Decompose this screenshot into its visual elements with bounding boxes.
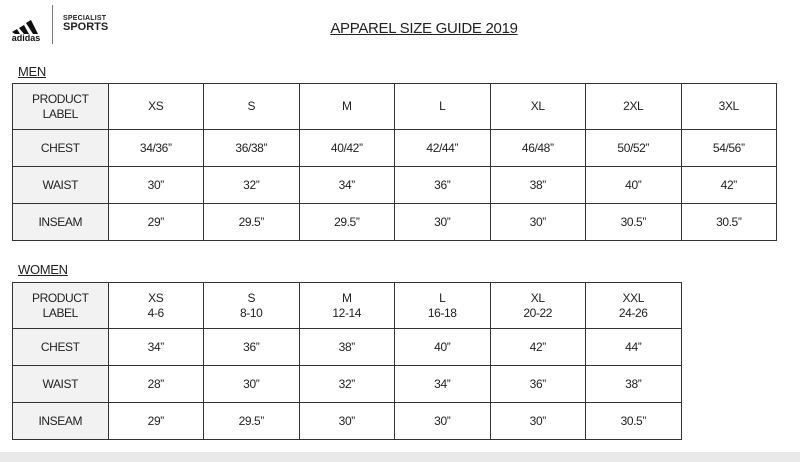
- footer-bar: [0, 452, 800, 462]
- table-row: INSEAM 29” 29.5” 29.5” 30” 30” 30.5” 30.5”: [12, 203, 777, 241]
- size-header-cell: M: [298, 83, 395, 130]
- table-cell: 36/38”: [203, 129, 300, 167]
- table-cell: 34/36”: [107, 129, 204, 167]
- table-cell: 34”: [107, 328, 204, 366]
- row-label-cell: INSEAM: [12, 203, 109, 241]
- table-cell: 30”: [489, 402, 586, 440]
- table-cell: 29.5”: [203, 203, 300, 241]
- size-header-cell: XL 20-22: [489, 282, 586, 329]
- table-cell: 30.5”: [680, 203, 777, 241]
- table-cell: 30.5”: [585, 402, 682, 440]
- table-cell: 32”: [298, 365, 395, 403]
- table-row: CHEST 34/36” 36/38” 40/42” 42/44” 46/48” 50/52…: [12, 129, 777, 167]
- table-cell: 34”: [298, 166, 395, 204]
- table-cell: 40”: [585, 166, 682, 204]
- table-cell: 34”: [394, 365, 491, 403]
- men-size-table: PRODUCT LABEL XS S M L XL 2XL 3XL CHEST 34/36” 36/3…: [12, 83, 777, 241]
- table-cell: 38”: [585, 365, 682, 403]
- table-cell: 29”: [107, 203, 204, 241]
- table-cell: 38”: [489, 166, 586, 204]
- table-cell: 29.5”: [298, 203, 395, 241]
- table-cell: 40”: [394, 328, 491, 366]
- brand-name: SPECIALIST SPORTS: [63, 15, 108, 33]
- size-header-cell: XS 4-6: [107, 282, 204, 329]
- table-cell: 40/42”: [298, 129, 395, 167]
- table-cell: 36”: [489, 365, 586, 403]
- size-header-cell: XL: [489, 83, 586, 130]
- table-header-row: PRODUCT LABEL XS S M L XL 2XL 3XL: [12, 83, 777, 130]
- table-header-row: PRODUCT LABEL XS 4-6 S 8-10 M 12-14 L 16-18 XL 20-2…: [12, 282, 682, 329]
- size-header-cell: L: [394, 83, 491, 130]
- women-section-label: WOMEN: [18, 262, 68, 277]
- table-row: WAIST 30” 32” 34” 36” 38” 40” 42”: [12, 166, 777, 204]
- logo-divider: [52, 5, 53, 44]
- table-cell: 44”: [585, 328, 682, 366]
- row-label-cell: WAIST: [12, 365, 109, 403]
- table-cell: 42”: [489, 328, 586, 366]
- brand-line2: SPORTS: [63, 21, 109, 33]
- row-label-cell: WAIST: [12, 166, 109, 204]
- table-cell: 30”: [394, 203, 491, 241]
- row-label-cell: PRODUCT LABEL: [12, 83, 109, 130]
- table-cell: 50/52”: [585, 129, 682, 167]
- size-header-cell: 2XL: [585, 83, 682, 130]
- table-cell: 30”: [489, 203, 586, 241]
- size-header-cell: S 8-10: [203, 282, 300, 329]
- row-label-cell: PRODUCT LABEL: [12, 282, 109, 329]
- table-cell: 30”: [298, 402, 395, 440]
- table-cell: 38”: [298, 328, 395, 366]
- table-cell: 28”: [107, 365, 204, 403]
- size-header-cell: M 12-14: [298, 282, 395, 329]
- table-cell: 42”: [680, 166, 777, 204]
- brand-line1: SPECIALIST: [63, 15, 107, 22]
- row-label-cell: CHEST: [12, 129, 109, 167]
- size-header-cell: S: [203, 83, 300, 130]
- size-header-cell: XXL 24-26: [585, 282, 682, 329]
- size-header-cell: XS: [107, 83, 204, 130]
- svg-text:adidas: adidas: [12, 33, 41, 42]
- row-label-cell: CHEST: [12, 328, 109, 366]
- table-row: WAIST 28” 30” 32” 34” 36” 38”: [12, 365, 682, 403]
- table-cell: 36”: [394, 166, 491, 204]
- table-cell: 42/44”: [394, 129, 491, 167]
- table-cell: 29”: [107, 402, 204, 440]
- table-cell: 36”: [203, 328, 300, 366]
- table-cell: 32”: [203, 166, 300, 204]
- table-cell: 54/56”: [680, 129, 777, 167]
- size-header-cell: 3XL: [680, 83, 777, 130]
- table-cell: 46/48”: [489, 129, 586, 167]
- table-cell: 30”: [203, 365, 300, 403]
- page-title: APPAREL SIZE GUIDE 2019: [330, 20, 518, 37]
- men-section-label: MEN: [18, 64, 46, 79]
- row-label-cell: INSEAM: [12, 402, 109, 440]
- table-cell: 30.5”: [585, 203, 682, 241]
- women-size-table: PRODUCT LABEL XS 4-6 S 8-10 M 12-14 L 16-18 XL 20-2…: [12, 282, 682, 440]
- table-cell: 30”: [394, 402, 491, 440]
- table-cell: 29.5”: [203, 402, 300, 440]
- adidas-logo: adidas: [12, 20, 41, 42]
- table-row: CHEST 34” 36” 38” 40” 42” 44”: [12, 328, 682, 366]
- table-row: INSEAM 29” 29.5” 30” 30” 30” 30.5”: [12, 402, 682, 440]
- table-cell: 30”: [107, 166, 204, 204]
- size-header-cell: L 16-18: [394, 282, 491, 329]
